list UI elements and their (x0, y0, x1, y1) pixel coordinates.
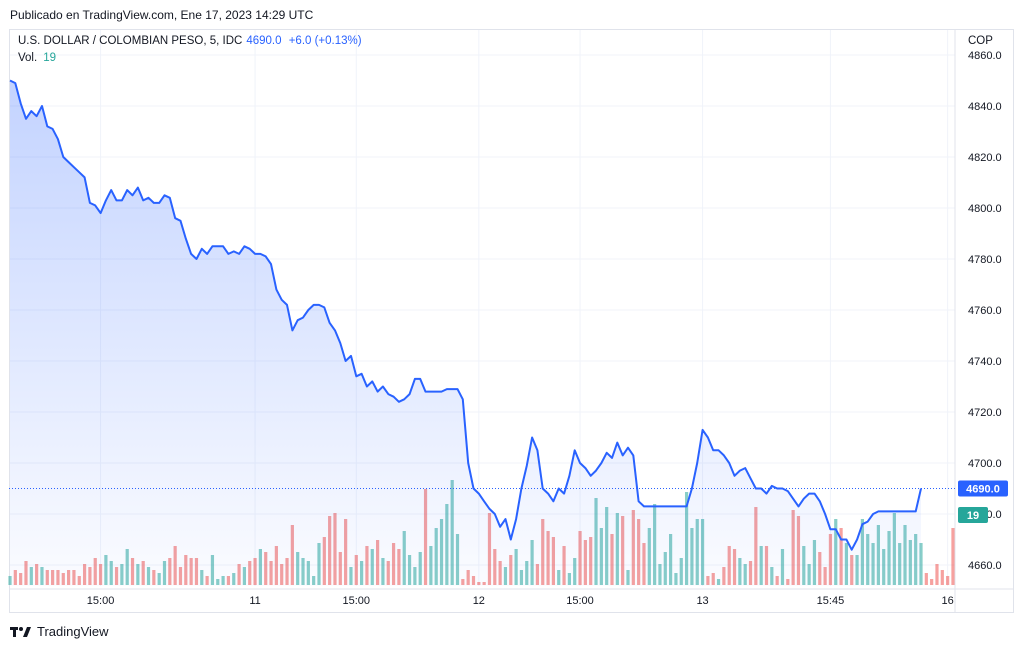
price-line (9, 79, 922, 551)
last-price-tag: 4690.0 (966, 484, 1000, 496)
volume-bar (935, 564, 939, 585)
volume-bar (951, 528, 955, 585)
tradingview-logo-icon (10, 626, 31, 637)
volume-label: Vol. (18, 52, 38, 64)
y-tick-label: 4780.0 (968, 254, 1002, 266)
x-tick-label: 15:00 (566, 595, 594, 607)
price-area-fill (10, 80, 921, 586)
y-tick-label: 4840.0 (968, 101, 1002, 113)
y-tick-label: 4860.0 (968, 50, 1002, 62)
x-tick-label: 15:00 (343, 595, 371, 607)
volume-tag-bg (958, 507, 988, 523)
x-tick-label: 15:00 (87, 595, 115, 607)
volume-bar (946, 576, 950, 585)
symbol-legend[interactable]: U.S. DOLLAR / COLOMBIAN PESO, 5, IDC 4690… (18, 35, 362, 47)
tradingview-brand[interactable]: TradingView (10, 624, 109, 639)
brand-name: TradingView (37, 624, 109, 639)
y-axis-ticks: 4660.04680.04700.04720.04740.04760.04780… (968, 50, 1002, 572)
y-tick-label: 4760.0 (968, 305, 1002, 317)
y-tick-label: 4720.0 (968, 407, 1002, 419)
change-value: +6.0 (+0.13%) (288, 35, 362, 47)
y-tick-label: 4740.0 (968, 356, 1002, 368)
y-tick-label: 4800.0 (968, 203, 1002, 215)
last-value: 4690.0 (246, 35, 282, 47)
volume-tag: 19 (967, 510, 979, 522)
price-tags: 4690.0 19 (9, 480, 1008, 523)
x-tick-label: 13 (696, 595, 708, 607)
x-tick-label: 16 (942, 595, 954, 607)
chart-frame[interactable] (9, 29, 1014, 613)
symbol-name: U.S. DOLLAR / COLOMBIAN PESO, 5, IDC (18, 35, 243, 47)
currency-label: COP (968, 35, 993, 47)
volume-bar (924, 573, 928, 585)
volume-bar (940, 570, 944, 585)
x-tick-label: 11 (249, 595, 260, 607)
volume-legend[interactable]: Vol. 19 (18, 52, 56, 64)
last-price-tag-bg (958, 480, 1008, 497)
volume-bar (930, 579, 934, 585)
x-tick-label: 15:45 (817, 595, 845, 607)
y-tick-label: 4820.0 (968, 152, 1002, 164)
published-credit: Publicado en TradingView.com, Ene 17, 20… (10, 8, 314, 22)
x-axis-ticks: 15:00 11 15:00 12 15:00 13 15:45 16 (87, 595, 954, 607)
y-tick-label: 4660.0 (968, 560, 1002, 572)
price-area (9, 79, 922, 586)
volume-value: 19 (43, 52, 56, 64)
x-tick-label: 12 (473, 595, 485, 607)
y-tick-label: 4700.0 (968, 458, 1002, 470)
